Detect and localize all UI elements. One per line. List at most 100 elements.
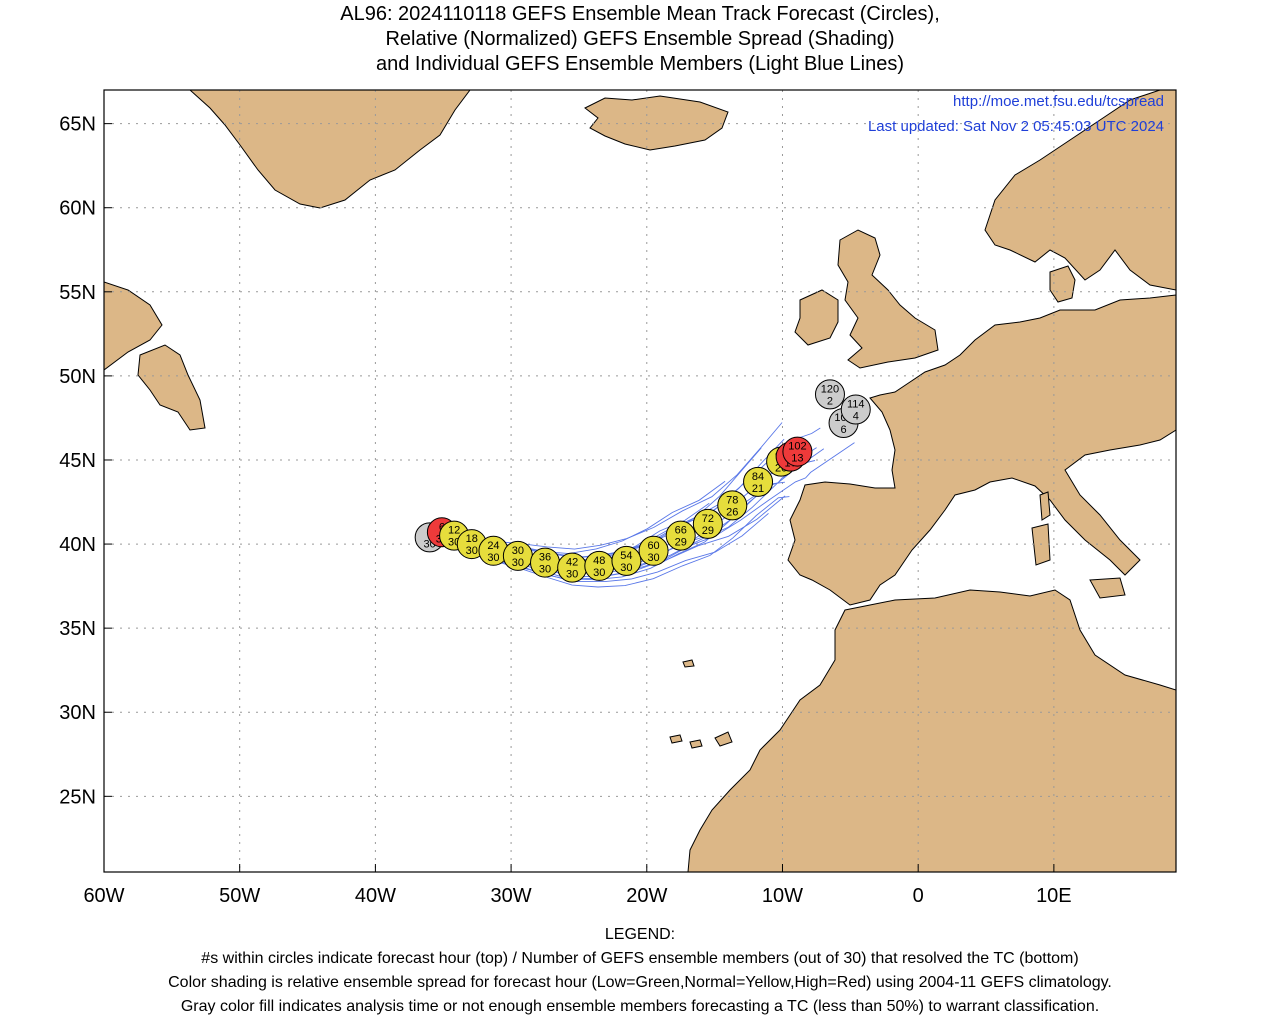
forecast-hour-label: 24 xyxy=(487,540,499,552)
newfoundland-land xyxy=(137,344,206,431)
member-count-label: 30 xyxy=(647,552,659,564)
lat-tick-label: 40N xyxy=(59,534,96,556)
denmark-land xyxy=(1049,265,1076,303)
member-count-label: 30 xyxy=(620,562,632,574)
forecast-circles: 0306301230183024303030363042304830543060… xyxy=(414,379,871,583)
member-count-label: 29 xyxy=(675,537,687,549)
greenland-land xyxy=(189,90,471,209)
latitude-labels: 65N 60N 55N 50N 45N 40N 35N 30N 25N xyxy=(59,114,112,808)
member-count-label: 26 xyxy=(726,506,738,518)
forecast-hour-label: 18 xyxy=(466,533,478,545)
member-count-label: 30 xyxy=(593,567,605,579)
member-count-label: 30 xyxy=(466,545,478,557)
africa-land xyxy=(687,589,1176,872)
legend-line-1: #s within circles indicate forecast hour… xyxy=(201,950,1079,967)
iceland-land xyxy=(584,95,729,151)
canary-islands xyxy=(669,731,733,749)
forecast-hour-label: 60 xyxy=(647,540,659,552)
lon-tick-label: 10E xyxy=(1036,885,1072,907)
forecast-hour-label: 66 xyxy=(675,525,687,537)
forecast-circle xyxy=(692,508,723,539)
forecast-hour-label: 54 xyxy=(620,550,632,562)
plot-frame xyxy=(103,89,1177,873)
forecast-hour-label: 36 xyxy=(539,552,551,564)
longitude-labels: 60W 50W 40W 30W 20W 10W 0 10E xyxy=(83,864,1072,907)
europe-mainland xyxy=(787,294,1176,606)
lon-tick-label: 30W xyxy=(491,885,532,907)
forecast-hour-label: 48 xyxy=(593,555,605,567)
forecast-circle xyxy=(611,545,642,576)
madeira-island xyxy=(682,659,695,668)
ireland-land xyxy=(794,289,839,346)
member-count-label: 30 xyxy=(539,564,551,576)
forecast-circle xyxy=(717,490,748,521)
labrador-land xyxy=(104,281,163,371)
graticule xyxy=(104,90,1176,872)
lon-tick-label: 60W xyxy=(83,885,124,907)
forecast-hour-label: 72 xyxy=(702,513,714,525)
member-count-label: 30 xyxy=(566,569,578,581)
title-line-3: and Individual GEFS Ensemble Members (Li… xyxy=(375,53,905,75)
forecast-circle xyxy=(840,394,871,425)
forecast-hour-label: 120 xyxy=(821,383,839,395)
lat-tick-label: 55N xyxy=(59,282,96,304)
lat-tick-label: 50N xyxy=(59,366,96,388)
member-count-label: 30 xyxy=(512,557,524,569)
forecast-circle xyxy=(665,520,696,551)
lat-tick-label: 35N xyxy=(59,618,96,640)
legend-line-3: Gray color fill indicates analysis time … xyxy=(180,998,1100,1015)
lat-tick-label: 65N xyxy=(59,114,96,136)
lat-tick-label: 30N xyxy=(59,702,96,724)
lon-tick-label: 10W xyxy=(762,885,803,907)
lon-tick-label: 40W xyxy=(355,885,396,907)
title-line-2: Relative (Normalized) GEFS Ensemble Spre… xyxy=(385,28,895,50)
lon-tick-label: 0 xyxy=(913,885,924,907)
forecast-circle xyxy=(743,466,774,497)
scandinavia-land xyxy=(984,90,1176,291)
forecast-hour-label: 114 xyxy=(847,399,865,411)
member-count-label: 30 xyxy=(487,552,499,564)
lat-tick-label: 45N xyxy=(59,450,96,472)
forecast-hour-label: 12 xyxy=(448,525,460,537)
lat-tick-label: 60N xyxy=(59,198,96,220)
landmasses xyxy=(104,90,1176,872)
forecast-circle xyxy=(638,535,669,566)
member-count-label: 29 xyxy=(702,525,714,537)
forecast-hour-label: 84 xyxy=(752,471,764,483)
legend-heading: LEGEND: xyxy=(604,926,676,943)
lon-tick-label: 20W xyxy=(626,885,667,907)
lon-tick-label: 50W xyxy=(219,885,260,907)
forecast-hour-label: 30 xyxy=(512,545,524,557)
sicily-land xyxy=(1089,577,1126,599)
great-britain-land xyxy=(837,229,939,369)
forecast-hour-label: 78 xyxy=(726,494,738,506)
member-count-label: 13 xyxy=(791,453,803,465)
member-count-label: 21 xyxy=(752,483,764,495)
title-line-1: AL96: 2024110118 GEFS Ensemble Mean Trac… xyxy=(340,3,940,25)
last-updated-text: Last updated: Sat Nov 2 05:45:03 UTC 202… xyxy=(867,118,1164,135)
legend-line-2: Color shading is relative ensemble sprea… xyxy=(168,974,1112,991)
member-count-label: 6 xyxy=(840,424,846,436)
member-count-label: 2 xyxy=(827,395,833,407)
lat-tick-label: 25N xyxy=(59,786,96,808)
corsica-land xyxy=(1039,491,1051,521)
source-url[interactable]: http://moe.met.fsu.edu/tcspread xyxy=(953,93,1164,110)
forecast-circle xyxy=(814,379,845,410)
forecast-hour-label: 42 xyxy=(566,557,578,569)
forecast-hour-label: 102 xyxy=(788,441,806,453)
